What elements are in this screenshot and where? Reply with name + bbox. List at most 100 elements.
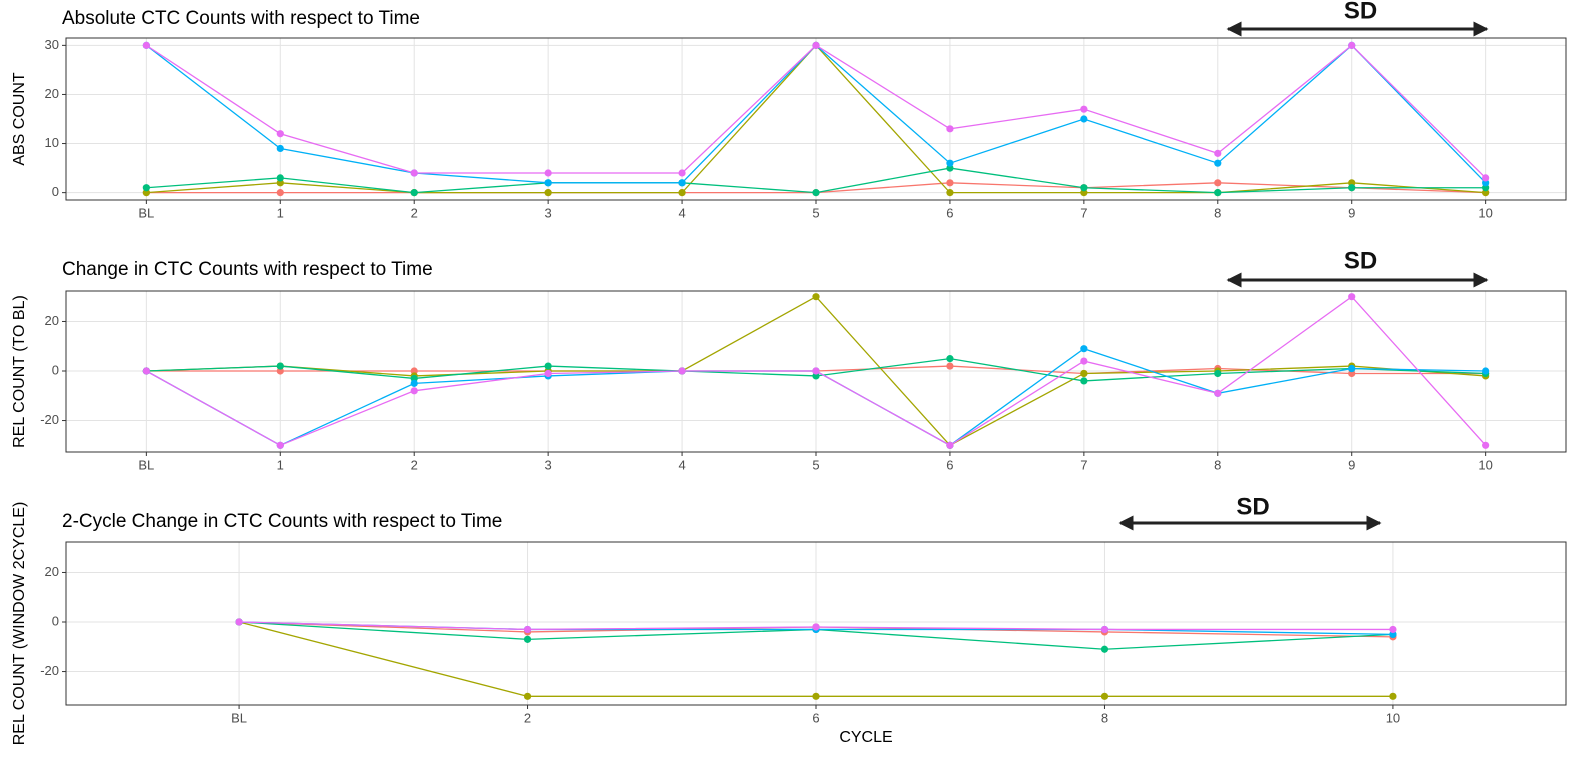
point: [410, 367, 418, 375]
point: [1214, 189, 1222, 197]
point: [523, 625, 532, 634]
x-tick-label: 1: [277, 205, 284, 220]
x-tick-label: 3: [545, 205, 552, 220]
x-tick-label: 10: [1478, 457, 1492, 472]
point: [276, 189, 284, 197]
point: [235, 618, 243, 626]
point: [1214, 179, 1222, 187]
y-tick-label: 20: [45, 564, 59, 579]
point: [1389, 692, 1397, 700]
annotation: SD: [1236, 493, 1269, 520]
point: [1080, 357, 1088, 365]
point: [1080, 369, 1088, 378]
point: [1080, 105, 1088, 113]
point: [1080, 115, 1088, 123]
point: [544, 179, 552, 187]
point: [812, 623, 820, 631]
point: [1389, 630, 1397, 638]
point: [410, 379, 418, 387]
point: [678, 189, 686, 197]
x-tick-label: 8: [1214, 457, 1221, 472]
point: [1482, 441, 1490, 449]
plot-border: [65, 541, 1567, 706]
point: [1100, 692, 1109, 700]
y-axis-title: REL COUNT (WINDOW 2CYCLE): [11, 502, 28, 746]
y-tick-label: 0: [52, 613, 59, 628]
point: [523, 635, 532, 643]
point: [142, 367, 150, 375]
point: [276, 441, 284, 449]
point: [946, 179, 954, 187]
y-tick-label: 10: [45, 135, 59, 150]
point: [946, 355, 954, 363]
point: [946, 362, 954, 370]
y-tick-label: -20: [40, 412, 59, 427]
point: [1080, 377, 1088, 385]
point: [1348, 369, 1356, 378]
annotation: SD: [1344, 0, 1377, 24]
x-tick-label: 4: [678, 205, 685, 220]
point: [1482, 367, 1490, 375]
x-axis-title: CYCLE: [839, 729, 892, 746]
point: [276, 367, 284, 375]
y-tick-label: 30: [45, 37, 59, 52]
y-tick-label: 20: [45, 86, 59, 101]
point: [276, 144, 284, 153]
x-tick-label: 6: [946, 457, 953, 472]
point: [946, 159, 954, 167]
x-tick-label: 7: [1080, 205, 1087, 220]
x-tick-label: 10: [1478, 205, 1492, 220]
plot-border: [65, 290, 1567, 453]
y-tick-label: 0: [52, 362, 59, 377]
point: [142, 41, 150, 49]
point: [1214, 159, 1222, 167]
point: [142, 184, 150, 192]
point: [410, 374, 418, 383]
point: [1080, 184, 1088, 192]
point: [1214, 149, 1222, 157]
point: [812, 692, 820, 700]
x-tick-label: BL: [138, 205, 154, 220]
x-tick-label: 7: [1080, 457, 1087, 472]
chart-title: 2-Cycle Change in CTC Counts with respec…: [62, 511, 502, 532]
point: [678, 179, 686, 187]
point: [544, 362, 552, 370]
chart-title: Absolute CTC Counts with respect to Time: [62, 8, 420, 29]
point: [410, 169, 418, 177]
point: [1389, 625, 1397, 634]
point: [544, 189, 552, 197]
point: [1482, 174, 1490, 182]
point: [276, 174, 284, 182]
point: [276, 130, 284, 138]
point: [678, 169, 686, 177]
point: [1080, 345, 1088, 353]
point: [1348, 293, 1356, 301]
x-tick-label: BL: [231, 710, 247, 725]
plot-border: [65, 37, 1567, 201]
point: [946, 125, 954, 133]
y-tick-label: -20: [40, 663, 59, 678]
x-tick-label: 9: [1348, 205, 1355, 220]
x-tick-label: 5: [812, 205, 819, 220]
point: [410, 387, 418, 395]
x-tick-label: 6: [946, 205, 953, 220]
point: [812, 293, 820, 301]
y-tick-label: 20: [45, 313, 59, 328]
annotation: SD: [1344, 247, 1377, 274]
x-tick-label: BL: [138, 457, 154, 472]
point: [1348, 184, 1356, 192]
point: [812, 41, 820, 49]
point: [1348, 41, 1356, 49]
point: [1214, 389, 1222, 397]
x-tick-label: 2: [524, 710, 531, 725]
x-tick-label: 2: [411, 457, 418, 472]
y-axis-title: ABS COUNT: [11, 72, 28, 166]
y-axis-title: REL COUNT (TO BL): [11, 295, 28, 448]
point: [523, 692, 532, 700]
x-tick-label: 8: [1101, 710, 1108, 725]
point: [812, 189, 820, 197]
point: [1100, 625, 1109, 634]
x-tick-label: 3: [545, 457, 552, 472]
point: [812, 372, 820, 380]
